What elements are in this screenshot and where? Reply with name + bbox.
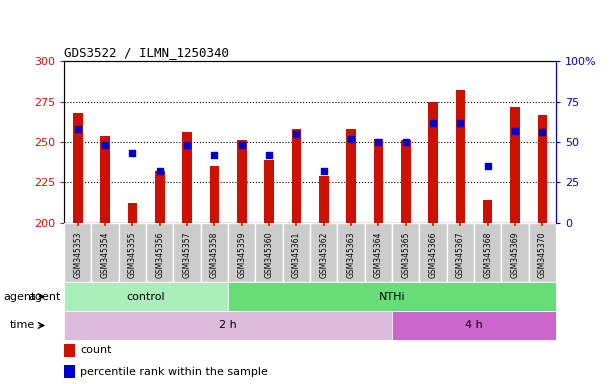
Bar [174,223,201,282]
Bar [146,223,174,282]
Text: GSM345370: GSM345370 [538,232,547,278]
Bar [283,223,310,282]
Text: GSM345359: GSM345359 [237,232,246,278]
Bar [456,91,465,223]
Bar [64,311,392,340]
Point [346,136,356,142]
Bar [529,223,556,282]
Point [373,139,383,145]
Point [455,120,465,126]
Bar [538,115,547,223]
Bar [310,223,337,282]
Point [319,168,329,174]
Point [155,168,165,174]
Text: GSM345368: GSM345368 [483,232,492,278]
Point [128,150,137,156]
Text: control: control [127,291,166,302]
Text: GSM345358: GSM345358 [210,232,219,278]
Point [291,131,301,137]
Text: count: count [80,345,111,355]
Bar [119,223,146,282]
Text: GSM345360: GSM345360 [265,232,274,278]
Bar [483,200,492,223]
Text: GSM345364: GSM345364 [374,232,383,278]
Bar [428,102,438,223]
Bar [337,223,365,282]
Bar [392,311,556,340]
Bar [64,282,228,311]
Text: time: time [10,320,35,331]
Point [401,139,411,145]
Bar [182,132,192,223]
Bar [237,141,247,223]
Text: percentile rank within the sample: percentile rank within the sample [80,367,268,377]
Point [538,129,547,136]
Bar [64,223,92,282]
Point [428,120,438,126]
Bar [155,171,164,223]
Text: GSM345365: GSM345365 [401,232,410,278]
Text: GSM345357: GSM345357 [183,232,192,278]
Text: 4 h: 4 h [465,320,483,331]
Text: GSM345356: GSM345356 [155,232,164,278]
Bar [73,113,82,223]
Text: GSM345355: GSM345355 [128,232,137,278]
Bar [100,136,110,223]
Bar [401,141,411,223]
Point [510,128,520,134]
Text: 2 h: 2 h [219,320,237,331]
Bar [346,129,356,223]
Bar [92,223,119,282]
Bar [64,344,75,357]
Bar [510,107,520,223]
Bar [419,223,447,282]
Bar [373,139,383,223]
Text: GSM345362: GSM345362 [319,232,328,278]
Point [182,142,192,148]
Point [210,152,219,158]
Bar [228,282,556,311]
Bar [392,223,419,282]
Text: NTHi: NTHi [379,291,405,302]
Bar [447,223,474,282]
Text: GSM345369: GSM345369 [511,232,519,278]
Bar [291,129,301,223]
Bar [319,176,329,223]
Bar [201,223,228,282]
Text: GSM345366: GSM345366 [428,232,437,278]
Text: GSM345361: GSM345361 [292,232,301,278]
Bar [474,223,502,282]
Bar [255,223,283,282]
Bar [365,223,392,282]
Point [264,152,274,158]
Bar [64,365,75,378]
Bar [210,166,219,223]
Text: GSM345363: GSM345363 [346,232,356,278]
Point [100,142,110,148]
Bar [502,223,529,282]
Point [73,126,82,132]
Text: GDS3522 / ILMN_1250340: GDS3522 / ILMN_1250340 [64,46,229,59]
Bar [128,204,137,223]
Point [483,163,492,169]
Text: GSM345353: GSM345353 [73,232,82,278]
Point [237,142,247,148]
Text: GSM345354: GSM345354 [101,232,109,278]
Bar [228,223,255,282]
Bar [265,160,274,223]
Text: agent: agent [3,291,35,302]
Text: agent: agent [29,291,61,302]
Text: GSM345367: GSM345367 [456,232,465,278]
